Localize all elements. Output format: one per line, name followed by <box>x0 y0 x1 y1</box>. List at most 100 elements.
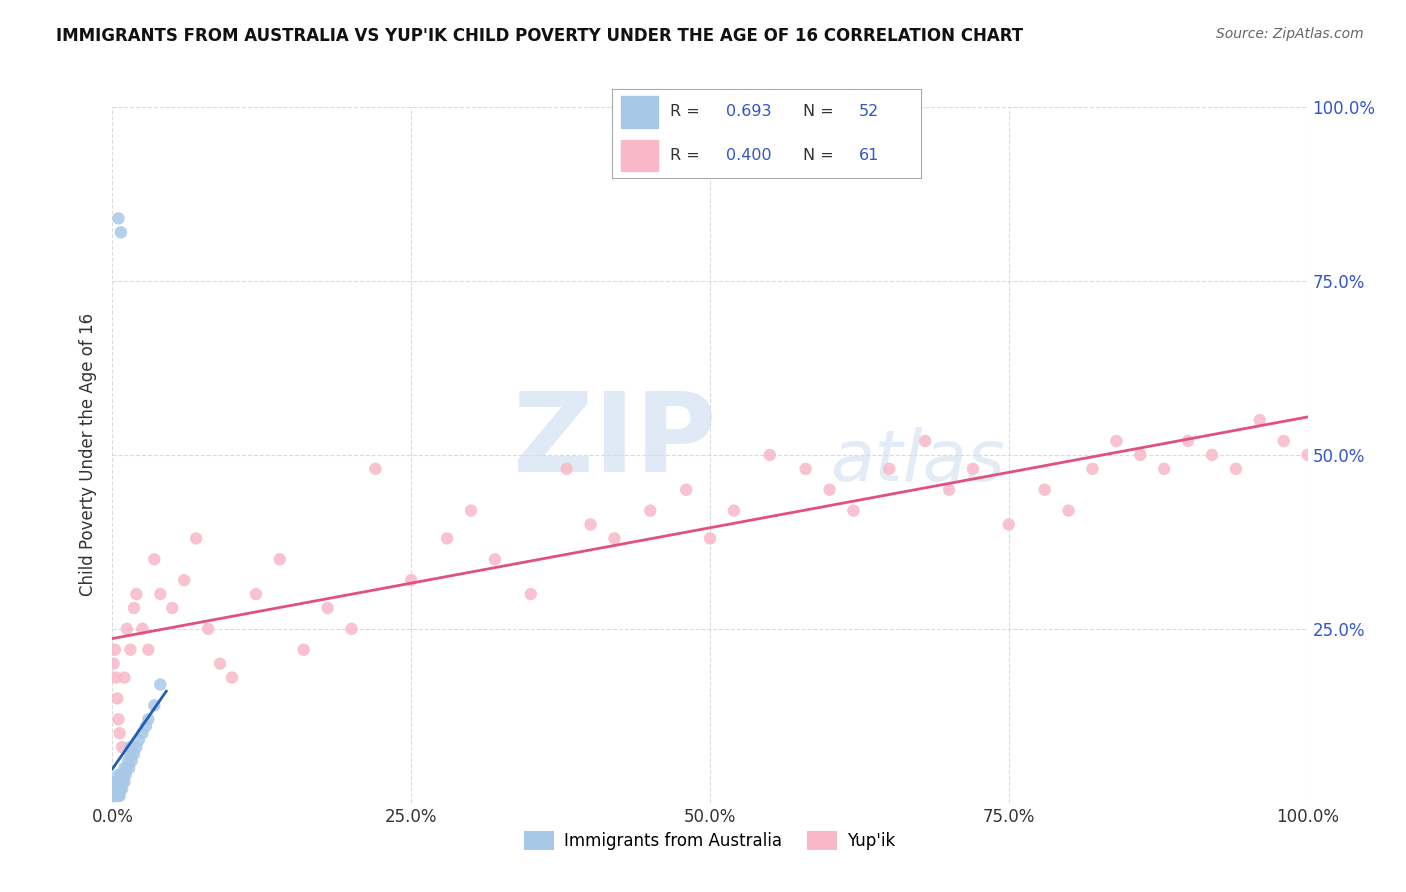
Point <box>114 761 135 775</box>
Point <box>520 587 543 601</box>
Point <box>186 532 208 546</box>
Point <box>173 573 195 587</box>
Point <box>149 677 172 691</box>
Point <box>125 587 148 601</box>
Point <box>842 503 865 517</box>
Point <box>107 712 129 726</box>
Point <box>104 642 127 657</box>
Point <box>162 601 183 615</box>
Point <box>105 775 128 789</box>
Point <box>110 768 132 782</box>
Point <box>1105 434 1128 448</box>
Point <box>121 754 143 768</box>
Point <box>1057 503 1080 517</box>
Point <box>675 483 697 497</box>
Point <box>135 719 157 733</box>
Point <box>114 768 136 782</box>
Point <box>640 503 662 517</box>
Point <box>112 775 135 789</box>
Text: 52: 52 <box>859 104 879 120</box>
Point <box>117 754 139 768</box>
Point <box>143 698 166 713</box>
Point <box>1296 448 1319 462</box>
Point <box>1129 448 1152 462</box>
Point <box>209 657 232 671</box>
Point <box>998 517 1021 532</box>
Legend: Immigrants from Australia, Yup'ik: Immigrants from Australia, Yup'ik <box>517 824 903 857</box>
Point <box>111 775 134 789</box>
Text: N =: N = <box>803 148 839 163</box>
Point <box>120 642 142 657</box>
Point <box>103 781 125 796</box>
Text: ZIP: ZIP <box>513 387 716 494</box>
Point <box>1249 413 1271 427</box>
Point <box>107 775 129 789</box>
Point <box>103 775 125 789</box>
Point <box>143 552 166 566</box>
Point <box>105 781 128 796</box>
Point <box>110 225 132 239</box>
Text: 0.400: 0.400 <box>725 148 772 163</box>
Point <box>269 552 291 566</box>
Point <box>131 622 153 636</box>
Point <box>107 789 129 803</box>
Point <box>292 642 315 657</box>
Point <box>104 789 127 803</box>
Point <box>460 503 482 517</box>
Point <box>105 789 128 803</box>
Point <box>104 789 127 803</box>
Point <box>484 552 506 566</box>
Point <box>105 781 128 796</box>
Point <box>104 775 127 789</box>
Point <box>111 768 134 782</box>
Point <box>110 781 132 796</box>
Point <box>105 789 128 803</box>
Point <box>245 587 267 601</box>
Point <box>723 503 745 517</box>
Point <box>105 775 128 789</box>
Point <box>364 462 387 476</box>
Point <box>138 642 160 657</box>
Text: Source: ZipAtlas.com: Source: ZipAtlas.com <box>1216 27 1364 41</box>
Point <box>105 789 128 803</box>
Point <box>110 775 132 789</box>
Point <box>555 462 578 476</box>
Point <box>1153 462 1175 476</box>
Y-axis label: Child Poverty Under the Age of 16: Child Poverty Under the Age of 16 <box>79 313 97 597</box>
Text: R =: R = <box>671 148 706 163</box>
Point <box>105 691 128 706</box>
Point <box>138 712 160 726</box>
Point <box>112 768 135 782</box>
Point <box>122 601 145 615</box>
Point <box>149 587 172 601</box>
Point <box>104 781 127 796</box>
Point <box>962 462 984 476</box>
Point <box>103 789 125 803</box>
Point <box>759 448 782 462</box>
FancyBboxPatch shape <box>621 140 658 171</box>
Point <box>128 733 150 747</box>
Point <box>1201 448 1223 462</box>
Point <box>1272 434 1295 448</box>
Point <box>105 671 128 685</box>
Point <box>114 671 135 685</box>
Point <box>107 781 129 796</box>
Point <box>221 671 243 685</box>
Text: atlas: atlas <box>830 427 1004 496</box>
Point <box>603 532 626 546</box>
Point <box>118 761 141 775</box>
Point <box>103 657 125 671</box>
Point <box>108 775 131 789</box>
Text: N =: N = <box>803 104 839 120</box>
Point <box>436 532 458 546</box>
Text: R =: R = <box>671 104 706 120</box>
Point <box>125 740 148 755</box>
Text: IMMIGRANTS FROM AUSTRALIA VS YUP'IK CHILD POVERTY UNDER THE AGE OF 16 CORRELATIO: IMMIGRANTS FROM AUSTRALIA VS YUP'IK CHIL… <box>56 27 1024 45</box>
Point <box>114 775 135 789</box>
Point <box>111 781 134 796</box>
Point <box>579 517 602 532</box>
Point <box>794 462 817 476</box>
Point <box>938 483 960 497</box>
Point <box>104 781 127 796</box>
Point <box>1081 462 1104 476</box>
